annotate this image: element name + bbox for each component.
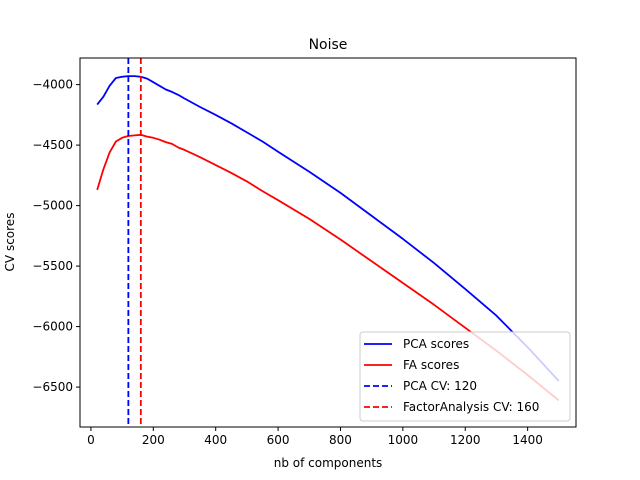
plot-frame (79, 57, 577, 428)
legend-label-2: PCA CV: 120 (403, 379, 477, 393)
x-axis-label: nb of components (274, 456, 383, 470)
x-tick-label: 400 (204, 433, 227, 447)
y-tick-label: −4000 (32, 78, 73, 92)
legend-box (359, 331, 571, 422)
x-tick-label: 0 (87, 433, 95, 447)
x-tick-label: 600 (267, 433, 290, 447)
legend-label-3: FactorAnalysis CV: 160 (403, 400, 539, 414)
x-axis-ticks: 0 200 400 600 800 1000 1200 1400 (87, 427, 543, 447)
x-tick-label: 200 (142, 433, 165, 447)
series-line-0 (96, 75, 560, 382)
x-tick-label: 1200 (450, 433, 481, 447)
x-tick-label: 1000 (388, 433, 419, 447)
x-tick-label: 1400 (512, 433, 543, 447)
y-tick-label: −5500 (32, 259, 73, 273)
x-tick-label: 800 (329, 433, 352, 447)
y-axis-ticks: −4000 −4500 −5000 −5500 −6000 −6500 (32, 78, 80, 394)
legend-label-1: FA scores (403, 358, 459, 372)
y-tick-label: −6500 (32, 380, 73, 394)
y-tick-label: −6000 (32, 320, 73, 334)
axes-spines (79, 57, 577, 428)
series-line-1 (96, 133, 560, 402)
y-axis-label: CV scores (3, 213, 17, 272)
y-tick-label: −5000 (32, 199, 73, 213)
legend-label-0: PCA scores (403, 337, 469, 351)
legend: PCA scores FA scores PCA CV: 120 FactorAnal… (359, 331, 571, 422)
y-tick-label: −4500 (32, 138, 73, 152)
chart-title: Noise (309, 37, 348, 53)
series-layer (96, 58, 560, 427)
